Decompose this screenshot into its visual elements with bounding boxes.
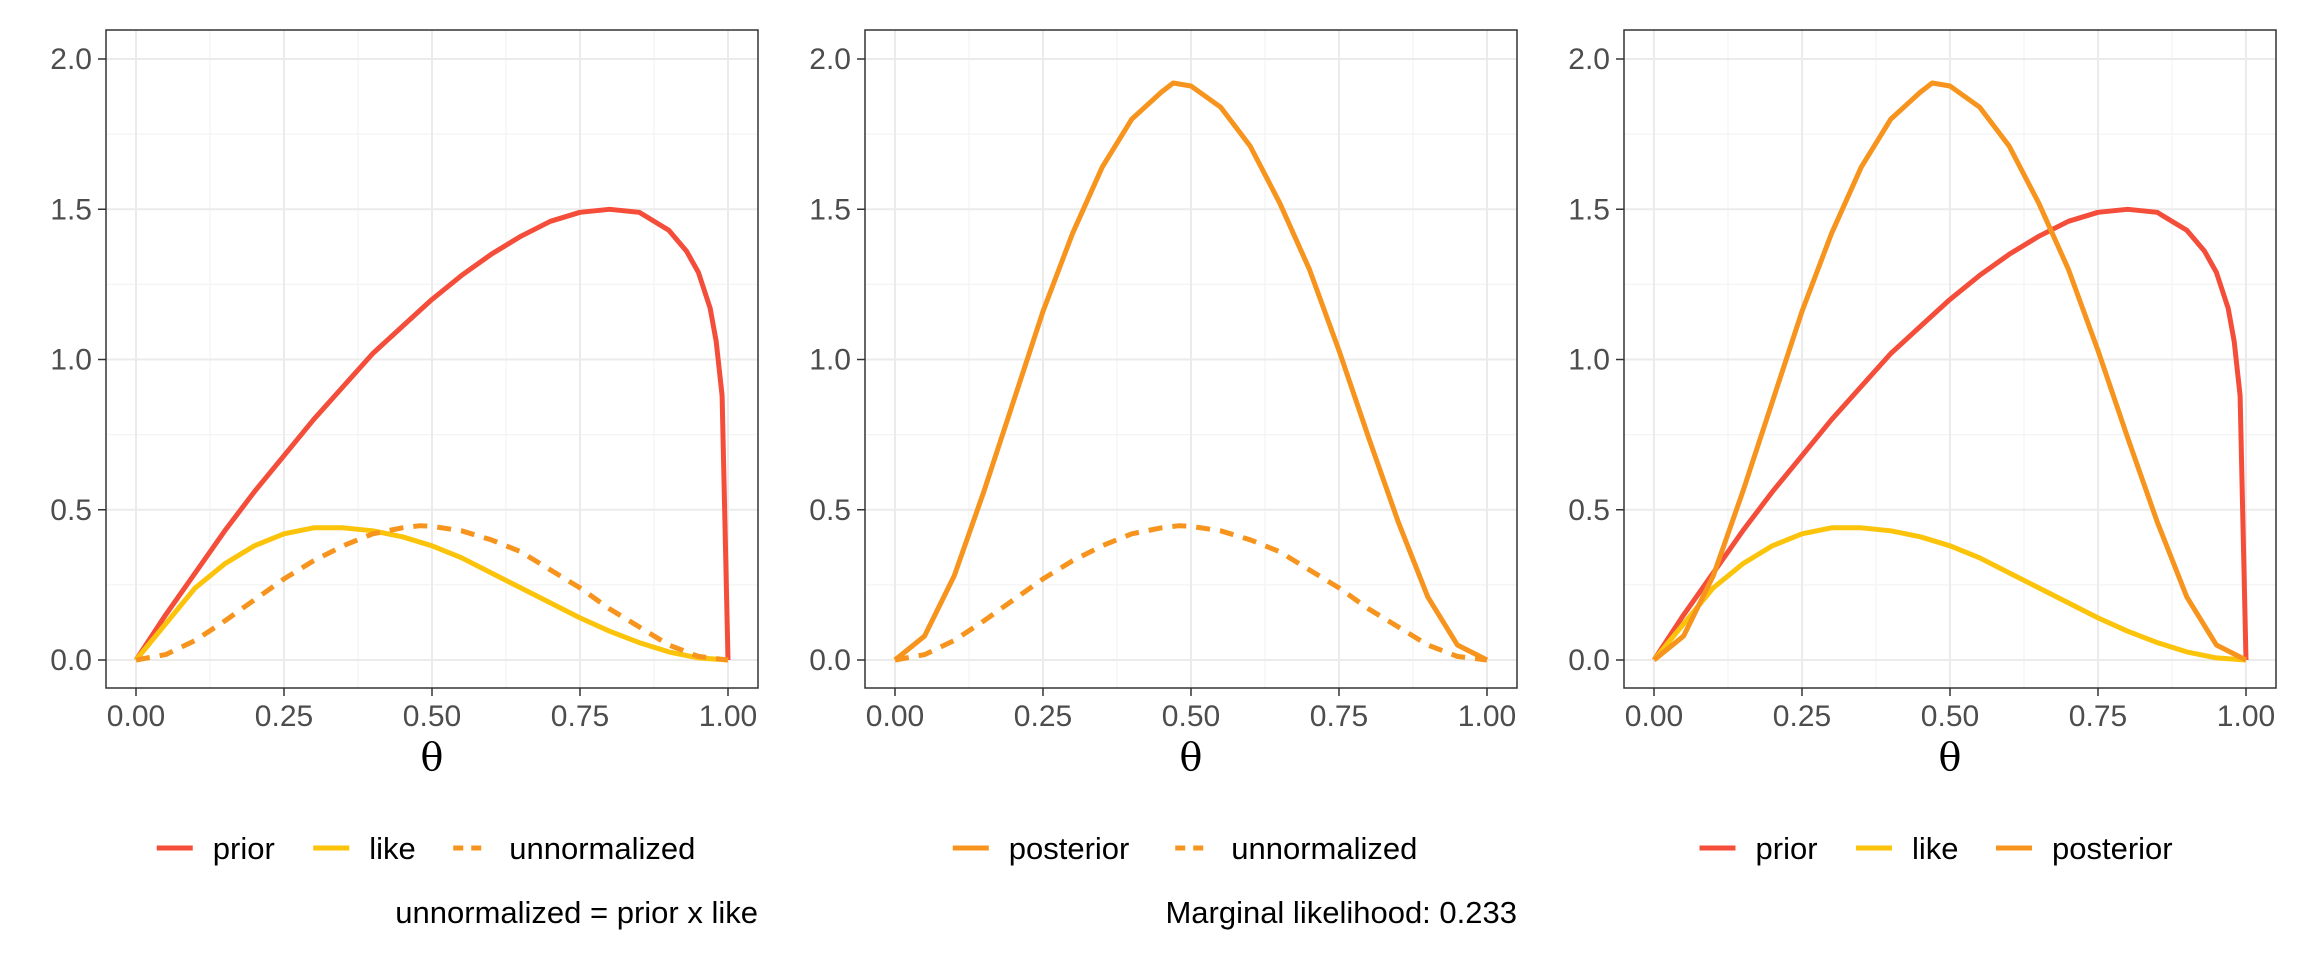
legend: prior like posterior [1699,831,2173,866]
y-tick-label: 1.5 [809,193,851,226]
series-line-prior [1651,206,2249,662]
legend-label-like: like [1912,831,1959,866]
x-tick-label: 0.25 [255,700,313,733]
x-tick-label: 1.00 [2217,700,2275,733]
x-tick-label: 0.25 [1773,700,1831,733]
panel-caption: unnormalized = prior x like [395,895,758,930]
chart-panel-1: 0.0 0.5 1.0 1.5 2.0 0.00 0.25 0.50 0.75 1.00 θ prio… [50,29,759,930]
panel-caption: Marginal likelihood: 0.233 [1165,895,1517,930]
x-tick-label: 0.50 [1162,700,1220,733]
x-tick-label: 1.00 [1458,700,1516,733]
chart-panel-2: 0.0 0.5 1.0 1.5 2.0 0.00 0.25 0.50 0.75 1.00 θ post… [809,29,1518,930]
y-tick-label: 2.0 [50,43,92,76]
x-tick-label: 1.00 [699,700,757,733]
y-tick-label: 0.5 [50,494,92,527]
y-tick-label: 2.0 [1568,43,1610,76]
x-tick-label: 0.75 [1310,700,1368,733]
y-tick-label: 1.0 [1568,344,1610,377]
series-line-like [134,525,729,663]
series-line-unnormalized [894,523,1488,663]
x-axis-title: θ [1939,735,1962,779]
x-tick-label: 0.00 [1625,700,1683,733]
series-line-posterior [893,80,1489,663]
series-line-like [1652,525,2247,663]
y-tick-label: 1.0 [809,344,851,377]
x-tick-label: 0.00 [866,700,924,733]
y-tick-label: 1.0 [50,344,92,377]
chart-panel-3: 0.0 0.5 1.0 1.5 2.0 0.00 0.25 0.50 0.75 1.00 θ prio… [1568,29,2277,866]
legend-label-posterior: posterior [1009,831,1130,866]
x-tick-label: 0.50 [403,700,461,733]
x-tick-label: 0.75 [551,700,609,733]
legend: posterior unnormalized [952,831,1417,866]
x-tick-label: 0.75 [2069,700,2127,733]
y-tick-label: 0.0 [1568,644,1610,677]
x-axis-title: θ [421,735,444,779]
y-tick-label: 1.5 [1568,193,1610,226]
legend-label-like: like [369,831,416,866]
y-tick-label: 0.0 [809,644,851,677]
series-line-posterior [1652,80,2248,663]
legend-label-prior: prior [213,831,275,866]
x-tick-label: 0.50 [1921,700,1979,733]
x-tick-label: 0.00 [107,700,165,733]
series-line-prior [133,206,731,662]
y-tick-label: 2.0 [809,43,851,76]
x-tick-label: 0.25 [1014,700,1072,733]
x-axis-title: θ [1180,735,1203,779]
y-tick-label: 0.5 [1568,494,1610,527]
legend-label-unnormalized: unnormalized [1231,831,1417,866]
legend-label-unnormalized: unnormalized [509,831,695,866]
series-line-unnormalized [135,523,729,663]
y-tick-label: 1.5 [50,193,92,226]
legend-label-prior: prior [1756,831,1818,866]
y-tick-label: 0.0 [50,644,92,677]
legend-label-posterior: posterior [2052,831,2173,866]
legend: prior like unnormalized [156,831,695,866]
y-tick-label: 0.5 [809,494,851,527]
